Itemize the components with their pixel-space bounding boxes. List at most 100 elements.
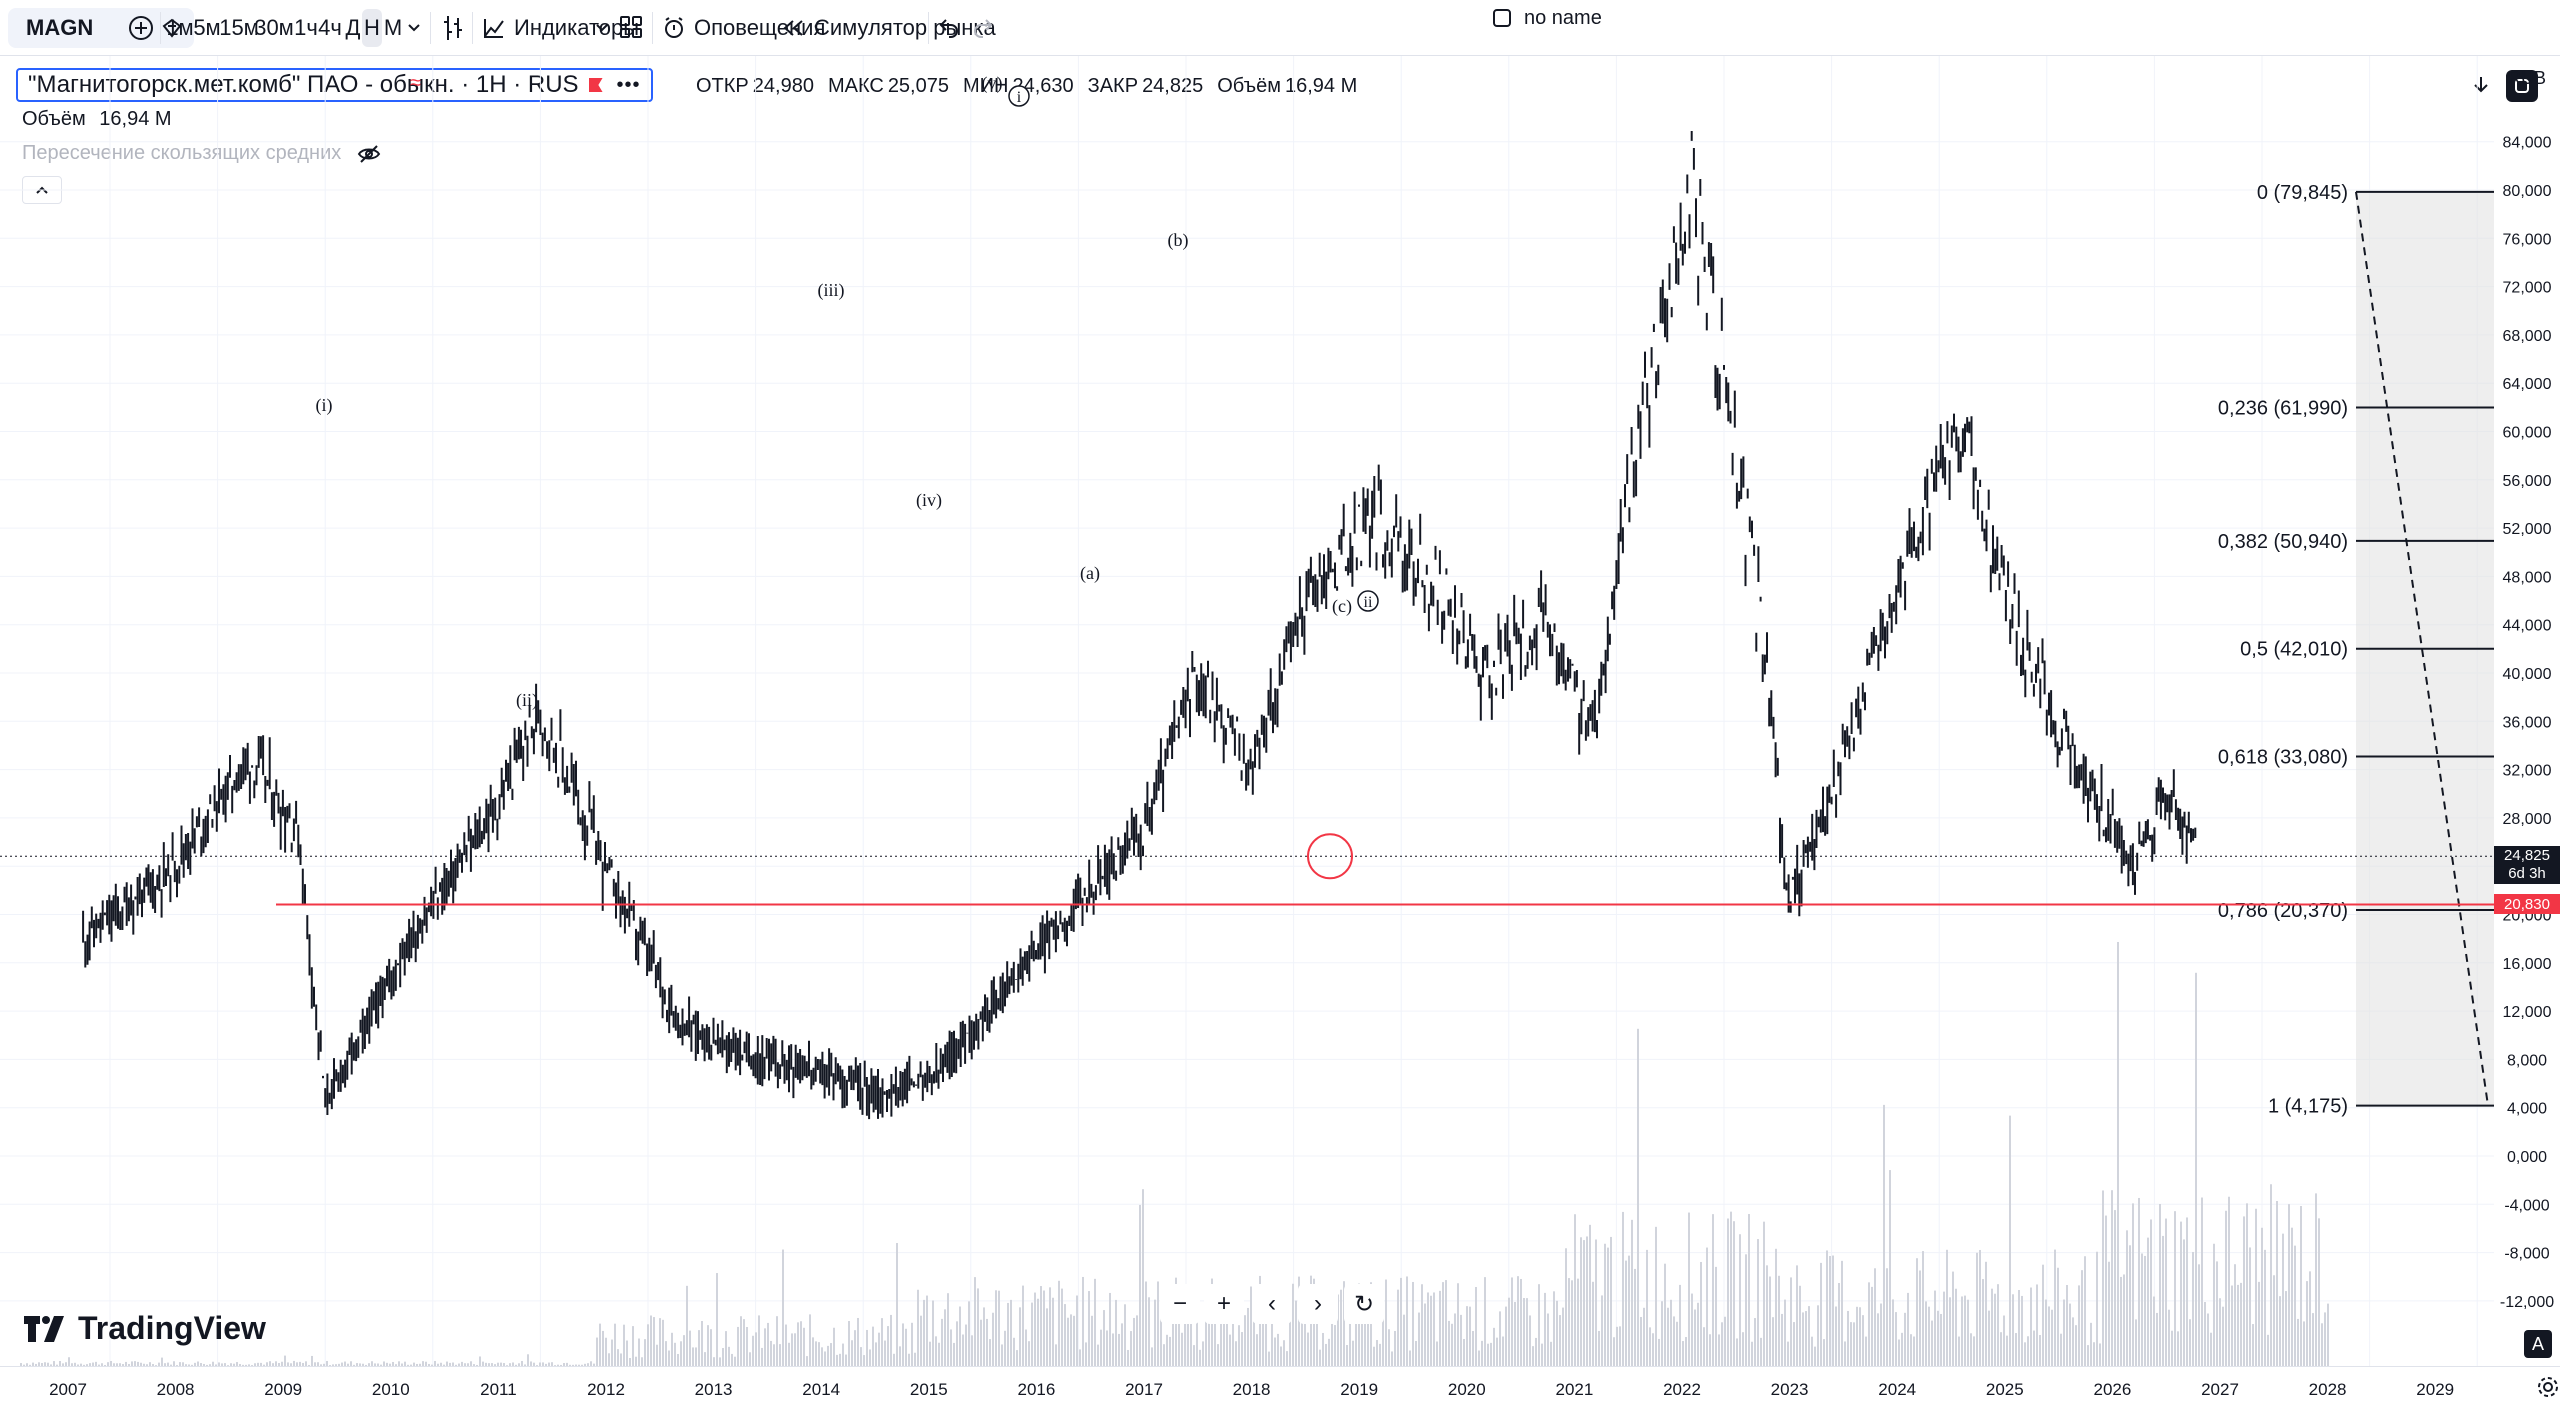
ma-cross-legend[interactable]: Пересечение скользящих средних (22, 142, 381, 165)
volume-bar (260, 1362, 262, 1366)
sync-button[interactable] (2506, 70, 2538, 102)
volume-bar (737, 1326, 739, 1366)
replay-button[interactable]: Симулятор рынка (782, 0, 996, 56)
volume-bar (1865, 1336, 1867, 1366)
alerts-button[interactable]: Оповещения (662, 0, 825, 56)
favorite-diamond-icon[interactable] (160, 16, 184, 40)
volume-bar (965, 1324, 967, 1366)
price-axis-scale[interactable]: 84,000 80,000 76,000 72,000 68,000 64,000 60,0… (2494, 56, 2560, 1366)
volume-bar (1532, 1346, 1534, 1366)
chevron-down-icon[interactable] (594, 20, 610, 36)
time-axis[interactable]: 2007 2008 2009 2010 2011 2012 2013 2014 2015 2016… (0, 1366, 2560, 1409)
volume-bar (1328, 1338, 1330, 1366)
alerts-label: Оповещения (694, 15, 826, 40)
tf-5m[interactable]: 5м (193, 15, 221, 40)
price-tick-label: 4,000 (2507, 1101, 2547, 1118)
fib-level-label: 0,382 (50,940) (2218, 531, 2348, 553)
wave-label[interactable]: (iv) (916, 490, 942, 511)
symbol-search[interactable]: MAGN (8, 8, 194, 48)
scroll-left-button[interactable]: ‹ (1252, 1284, 1292, 1324)
volume-bar (584, 1363, 586, 1366)
scroll-right-button[interactable]: › (1298, 1284, 1338, 1324)
flag-icon[interactable] (588, 78, 603, 92)
volume-bar (1181, 1332, 1183, 1366)
price-tick-label: 76,000 (2503, 231, 2552, 248)
symbol-text: MAGN (26, 15, 94, 40)
price-chart[interactable]: 0 (79,845) 0,236 (61,990) 0,382 (50,940) 0,… (0, 56, 2494, 1366)
zoom-in-button[interactable]: + (1204, 1284, 1244, 1324)
volume-bar (464, 1363, 466, 1366)
wave-label[interactable]: (b) (1168, 230, 1189, 251)
volume-bar (416, 1363, 418, 1366)
volume-bar (1436, 1341, 1438, 1366)
chevron-down-icon[interactable] (406, 20, 422, 36)
price-tick-label: -4,000 (2504, 1197, 2549, 1214)
indicators-button[interactable]: Индикаторы (482, 0, 639, 56)
tf-15m[interactable]: 15м (219, 15, 259, 40)
tf-week[interactable]: Н (362, 9, 382, 47)
volume-bar (1667, 1307, 1669, 1366)
highlight-circle[interactable] (1307, 833, 1353, 880)
volume-bar (1340, 1289, 1342, 1366)
volume-bar (1781, 1313, 1783, 1366)
layouts-grid-icon[interactable] (618, 14, 644, 40)
volume-bar (1409, 1350, 1411, 1366)
price-axis[interactable]: 84,000 80,000 76,000 72,000 68,000 64,000 60,0… (2494, 56, 2560, 1366)
settings-gear-icon[interactable] (2536, 1375, 2560, 1399)
tf-4h[interactable]: 4ч (318, 15, 342, 40)
tf-30m[interactable]: 30м (254, 15, 294, 40)
volume-bar (2240, 1282, 2242, 1366)
volume-bar (995, 1290, 997, 1366)
wave-label[interactable]: ii (1364, 594, 1373, 611)
wave-label[interactable]: (ii) (516, 690, 538, 711)
more-dots-icon[interactable]: ••• (616, 73, 641, 96)
tf-1m[interactable]: 1м (166, 15, 194, 40)
bar-style-icon[interactable] (440, 14, 466, 42)
volume-bar (497, 1362, 499, 1366)
volume-bar (800, 1321, 802, 1366)
volume-bar (1727, 1218, 1729, 1366)
volume-bar (1940, 1313, 1942, 1366)
layout-name[interactable]: no name (1524, 6, 1602, 29)
volume-bar (1082, 1276, 1084, 1366)
volume-bar (1589, 1224, 1591, 1366)
volume-study-legend[interactable]: Объём 16,94 M (22, 108, 172, 131)
undo-icon[interactable] (938, 16, 960, 38)
volume-bar (1739, 1234, 1741, 1366)
redo-icon[interactable] (972, 16, 994, 38)
compare-add-icon[interactable] (128, 15, 154, 41)
symbol-legend[interactable]: "Магнитогорск.мет.комб" ПАО - обыкн. · 1… (16, 68, 653, 102)
tf-1h[interactable]: 1ч (294, 15, 318, 40)
time-tick-label: 2019 (1340, 1380, 1378, 1399)
volume-bar (1823, 1339, 1825, 1366)
layout-checkbox[interactable] (1492, 8, 1512, 28)
fib-zone[interactable]: 0 (79,845) 0,236 (61,990) 0,382 (50,940) 0,… (2218, 182, 2494, 1118)
wave-label[interactable]: (c) (1332, 596, 1352, 617)
tf-day[interactable]: Д (345, 15, 361, 40)
wave-label[interactable]: (a) (1080, 563, 1100, 584)
volume-bar (1256, 1334, 1258, 1366)
tf-month[interactable]: М (383, 15, 403, 40)
wave-label[interactable]: (v) (982, 73, 1003, 94)
currency-label[interactable]: RUB (2507, 68, 2546, 88)
time-axis-scale[interactable]: 2007 2008 2009 2010 2011 2012 2013 2014 2015 2016… (0, 1367, 2494, 1409)
volume-bar (125, 1361, 127, 1366)
volume-bar (1199, 1349, 1201, 1366)
wave-label[interactable]: i (1017, 89, 1022, 106)
wave-icon[interactable]: ≈ (410, 72, 421, 94)
volume-bar (674, 1342, 676, 1366)
fib-level-label: 0,786 (20,370) (2218, 900, 2348, 922)
wave-label[interactable]: (iii) (818, 280, 845, 301)
auto-scale-button[interactable]: A (2524, 1330, 2552, 1358)
elliott-wave-labels[interactable]: (i) (ii) (iii) (iv) (v) i (a) (b) (c) ii (316, 73, 1379, 711)
volume-bar (200, 1363, 202, 1366)
zoom-out-button[interactable]: − (1160, 1284, 1200, 1324)
reset-chart-button[interactable]: ↻ (1344, 1284, 1384, 1324)
volume-bar (2087, 1345, 2089, 1366)
volume-bar (557, 1364, 559, 1366)
tradingview-logo[interactable]: TradingView (24, 1310, 266, 1347)
eye-hidden-icon[interactable] (357, 144, 381, 164)
volume-bar (1736, 1338, 1738, 1366)
volume-bar (821, 1347, 823, 1366)
wave-label[interactable]: (i) (316, 395, 333, 416)
